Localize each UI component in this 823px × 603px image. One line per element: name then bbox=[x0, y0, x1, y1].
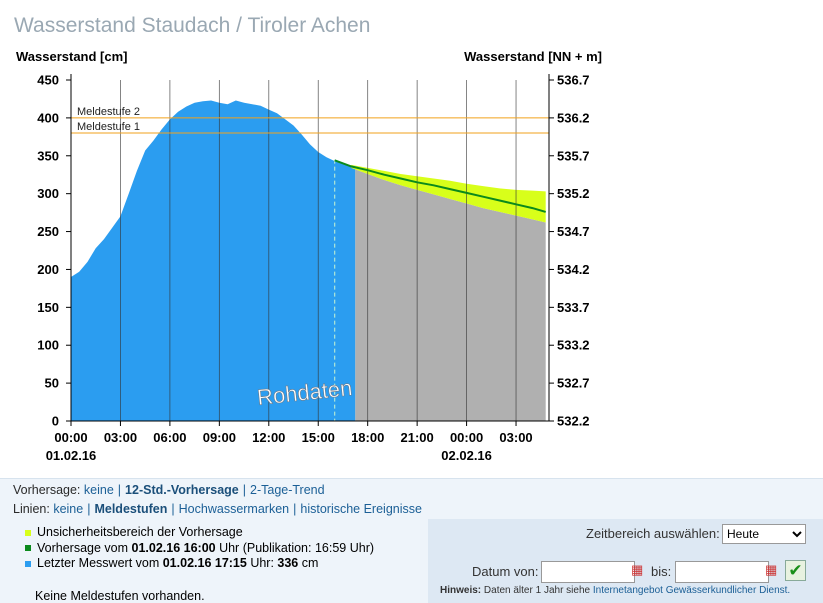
legend-swatch-green bbox=[25, 545, 31, 552]
y-tick-label-right: 533.7 bbox=[557, 300, 590, 315]
y-tick-label-right: 532.2 bbox=[557, 414, 590, 429]
separator: | bbox=[117, 483, 122, 497]
no-meldestufen-text: Keine Meldestufen vorhanden. bbox=[35, 589, 205, 603]
threshold-label: Meldestufe 1 bbox=[77, 121, 140, 133]
y-tick-label-left: 400 bbox=[37, 110, 59, 125]
y-tick-label-left: 300 bbox=[37, 186, 59, 201]
legend-item-forecast: Vorhersage vom 01.02.16 16:00 Uhr (Publi… bbox=[13, 541, 374, 557]
linien-label: Linien: bbox=[13, 502, 50, 516]
y-tick-label-left: 450 bbox=[37, 73, 59, 88]
x-date-label: 01.02.16 bbox=[46, 448, 97, 463]
legend-item-uncertainty: Unsicherheitsbereich der Vorhersage bbox=[13, 525, 374, 541]
datum-von-label: Datum von: bbox=[472, 564, 539, 579]
submit-check-button[interactable]: ✔ bbox=[785, 560, 806, 581]
calendar-icon[interactable]: ▦ bbox=[631, 562, 644, 577]
separator: | bbox=[171, 502, 175, 516]
zeitbereich-select[interactable]: Heute bbox=[722, 524, 806, 544]
vorhersage-row: Vorhersage: keine | 12-Std.-Vorhersage | 2-T… bbox=[13, 483, 325, 497]
x-tick-label: 09:00 bbox=[203, 430, 236, 445]
threshold-label: Meldestufe 2 bbox=[77, 106, 140, 118]
y-tick-label-right: 534.7 bbox=[557, 224, 590, 239]
zeitbereich-label: Zeitbereich auswählen: bbox=[586, 526, 720, 541]
vorhersage-12std-link[interactable]: 12-Std.-Vorhersage bbox=[125, 483, 239, 497]
hint-text: Hinweis: Daten älter 1 Jahr siehe Intern… bbox=[440, 585, 790, 596]
hint-link[interactable]: Internetangebot Gewässerkundlicher Diens… bbox=[592, 585, 791, 596]
vorhersage-label: Vorhersage: bbox=[13, 483, 81, 497]
y-tick-label-left: 150 bbox=[37, 300, 59, 315]
legend-label: Vorhersage vom 01.02.16 16:00 Uhr (Publi… bbox=[37, 540, 375, 555]
legend-label: Letzter Messwert vom 01.02.16 17:15 Uhr:… bbox=[37, 556, 319, 570]
y-tick-label-left: 350 bbox=[37, 148, 59, 163]
y-tick-label-right: 536.7 bbox=[557, 73, 590, 88]
separator: | bbox=[87, 502, 91, 516]
x-tick-label: 03:00 bbox=[499, 430, 532, 445]
x-tick-label: 21:00 bbox=[401, 430, 434, 445]
datum-bis-input[interactable] bbox=[675, 561, 769, 583]
legend-label: Unsicherheitsbereich der Vorhersage bbox=[37, 525, 243, 539]
hint-body: Daten älter 1 Jahr siehe bbox=[483, 585, 591, 596]
y-tick-label-right: 535.7 bbox=[557, 148, 590, 163]
y-tick-label-left: 250 bbox=[37, 224, 59, 239]
chart-svg: Wasserstand [cm] Wasserstand [NN + m] Meld… bbox=[16, 49, 602, 463]
y-tick-label-left: 50 bbox=[45, 376, 59, 391]
linien-historische-link[interactable]: historische Ereignisse bbox=[300, 502, 422, 516]
y-tick-label-right: 534.2 bbox=[557, 262, 590, 277]
y-tick-label-right: 536.2 bbox=[557, 110, 590, 125]
vorhersage-keine-link[interactable]: keine bbox=[83, 483, 114, 497]
calendar-icon[interactable]: ▦ bbox=[765, 562, 778, 577]
x-tick-label: 15:00 bbox=[302, 430, 335, 445]
x-tick-label: 00:00 bbox=[54, 430, 87, 445]
forecast-line bbox=[334, 159, 546, 213]
chart: Wasserstand [cm] Wasserstand [NN + m] Meld… bbox=[0, 40, 823, 470]
legend-item-measurement: Letzter Messwert vom 01.02.16 17:15 Uhr:… bbox=[13, 556, 374, 572]
linien-keine-link[interactable]: keine bbox=[53, 502, 84, 516]
y-tick-label-right: 532.7 bbox=[557, 376, 590, 391]
y-tick-label-right: 535.2 bbox=[557, 186, 590, 201]
y-axis-title-right: Wasserstand [NN + m] bbox=[464, 49, 602, 64]
y-tick-label-left: 200 bbox=[37, 262, 59, 277]
separator: | bbox=[293, 502, 297, 516]
x-tick-label: 06:00 bbox=[153, 430, 186, 445]
legend: Unsicherheitsbereich der Vorhersage Vorh… bbox=[13, 525, 374, 572]
y-tick-label-right: 533.2 bbox=[557, 338, 590, 353]
bis-label: bis: bbox=[651, 564, 672, 579]
legend-swatch-blue bbox=[25, 560, 31, 567]
separator: | bbox=[242, 483, 246, 497]
x-tick-label: 18:00 bbox=[351, 430, 384, 445]
x-tick-label: 00:00 bbox=[450, 430, 483, 445]
y-tick-label-left: 100 bbox=[37, 338, 59, 353]
page-title: Wasserstand Staudach / Tiroler Achen bbox=[14, 14, 371, 37]
linien-meldestufen-link[interactable]: Meldestufen bbox=[94, 502, 168, 516]
hint-label: Hinweis: bbox=[440, 585, 482, 596]
forecast-grey-area bbox=[351, 167, 546, 421]
date-form: Zeitbereich auswählen: Heute Datum von: … bbox=[428, 519, 823, 603]
x-tick-label: 03:00 bbox=[104, 430, 137, 445]
datum-von-input[interactable] bbox=[541, 561, 635, 583]
legend-swatch-yellow bbox=[25, 529, 31, 536]
y-axis-title-left: Wasserstand [cm] bbox=[16, 49, 128, 64]
measured-area bbox=[71, 100, 356, 421]
controls-panel: Vorhersage: keine | 12-Std.-Vorhersage | 2-T… bbox=[0, 478, 823, 603]
linien-row: Linien: keine | Meldestufen | Hochwassermark… bbox=[13, 502, 422, 516]
y-tick-label-left: 0 bbox=[52, 414, 59, 429]
x-tick-label: 12:00 bbox=[252, 430, 285, 445]
vorhersage-2tage-link[interactable]: 2-Tage-Trend bbox=[250, 483, 325, 497]
linien-hochwassermarken-link[interactable]: Hochwassermarken bbox=[178, 502, 290, 516]
x-date-label: 02.02.16 bbox=[441, 448, 492, 463]
